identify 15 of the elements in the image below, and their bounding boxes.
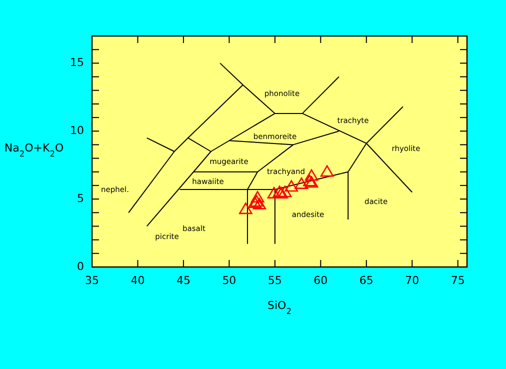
- x-tick-label: 50: [222, 274, 236, 287]
- x-tick-label: 35: [85, 274, 99, 287]
- x-tick-label: 65: [359, 274, 374, 287]
- x-tick-label: 70: [405, 274, 420, 287]
- x-tick-label: 75: [450, 274, 465, 287]
- y-tick-label: 0: [77, 260, 84, 274]
- y-tick-label: 15: [70, 56, 84, 70]
- x-tick-label: 60: [314, 274, 328, 287]
- y-tick-label: 10: [70, 124, 84, 138]
- x-tick-label: 55: [268, 274, 282, 287]
- x-axis-title: SiO$_{2}$: [268, 299, 292, 316]
- y-axis-title: Na$_{2}$O+K$_{2}$O: [4, 142, 64, 158]
- x-tick-label: 45: [176, 274, 190, 287]
- x-tick-label: 40: [130, 274, 145, 287]
- y-tick-label: 5: [77, 192, 84, 206]
